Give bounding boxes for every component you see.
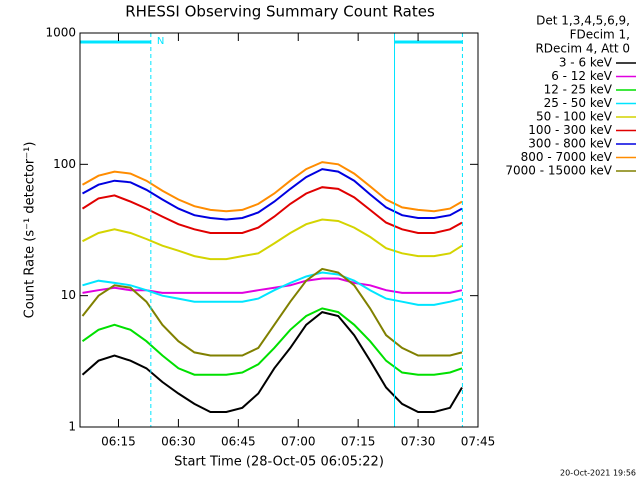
legend-header: FDecim 1,: [570, 28, 630, 42]
legend-label: 800 - 7000 keV: [521, 150, 613, 164]
series-line: [82, 168, 463, 221]
x-tick-label: 07:30: [401, 435, 436, 449]
x-tick-label: 06:15: [101, 435, 136, 449]
series-line: [81, 267, 463, 357]
y-tick-label: 100: [53, 157, 76, 171]
legend-label: 100 - 300 keV: [528, 123, 612, 137]
interval-label: N: [157, 36, 164, 47]
legend-label: 25 - 50 keV: [544, 96, 613, 110]
chart-title: RHESSI Observing Summary Count Rates: [125, 3, 435, 21]
x-tick-label: 06:30: [161, 435, 196, 449]
series-line: [82, 161, 463, 213]
series-line: [81, 311, 463, 413]
plot-frame: [79, 32, 479, 428]
y-tick-label: 1000: [45, 26, 76, 40]
footer: 20-Oct-2021 19:56: [560, 469, 636, 478]
legend-label: 50 - 100 keV: [536, 110, 613, 124]
x-axis-label: Start Time (28-Oct-05 06:05:22): [174, 455, 384, 470]
legend-header: RDecim 4, Att 0: [535, 42, 630, 56]
x-tick-label: 06:45: [221, 435, 256, 449]
y-tick-label: 1: [68, 420, 76, 434]
series-line: [81, 307, 463, 376]
series-line: [82, 271, 463, 306]
legend-label: 12 - 25 keV: [544, 83, 613, 97]
series-line: [82, 218, 463, 261]
series-line: [81, 186, 463, 234]
x-tick-label: 07:15: [341, 435, 376, 449]
legend-label: 300 - 800 keV: [528, 137, 612, 151]
legend-label: 6 - 12 keV: [551, 69, 613, 83]
legend-label: 3 - 6 keV: [559, 56, 613, 70]
y-tick-label: 10: [61, 288, 76, 302]
legend-label: 7000 - 15000 keV: [505, 164, 612, 178]
x-tick-label: 07:45: [461, 435, 496, 449]
x-tick-label: 07:00: [281, 435, 316, 449]
legend-header: Det 1,3,4,5,6,9,: [536, 14, 630, 28]
y-axis-label: Count Rate (s⁻¹ detector⁻¹): [23, 142, 38, 319]
